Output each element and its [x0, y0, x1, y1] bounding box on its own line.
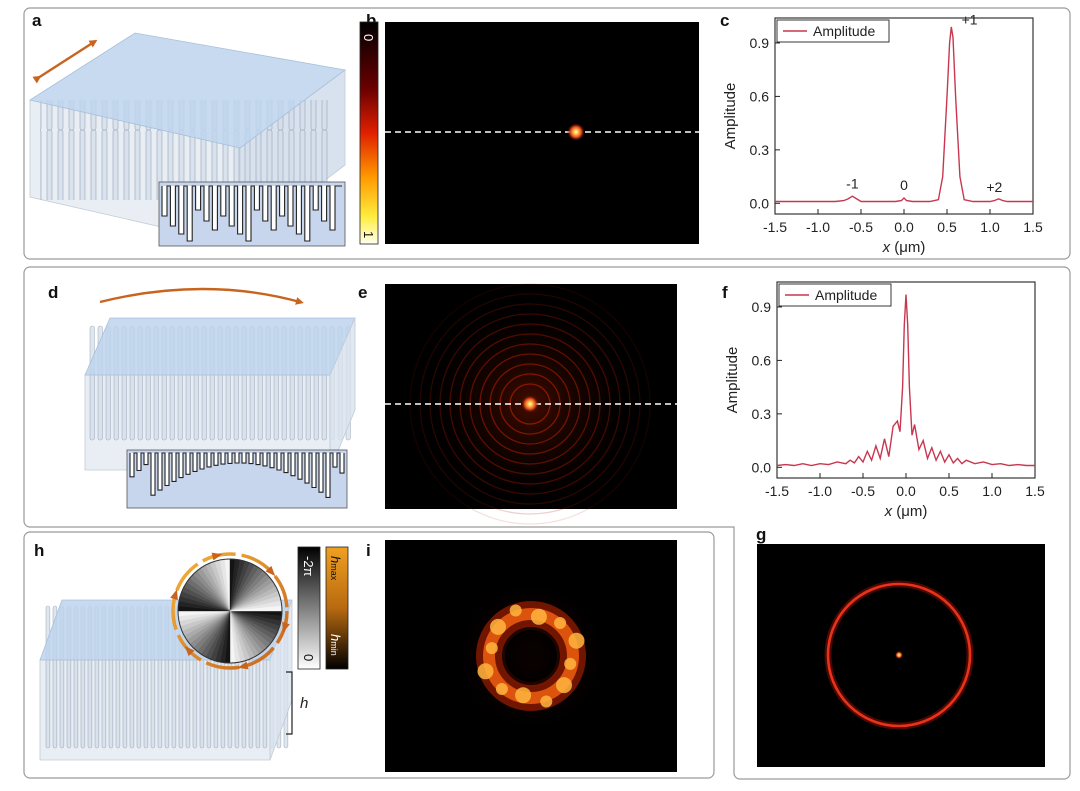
x-tick-label-f: 1.0 [982, 483, 1002, 499]
x-axis-var-c: x [882, 239, 891, 256]
height-label-bottom: h [328, 634, 343, 641]
svg-text:hmin: hmin [328, 634, 343, 656]
colorbar-heat [359, 21, 379, 245]
grating-profile-path [161, 185, 342, 242]
phase-arrow-icon [170, 589, 178, 601]
phase-arrow-icon [265, 565, 276, 576]
x-axis-label-c: x (μm) [882, 239, 926, 256]
phase-wheel [170, 552, 290, 670]
phase-arrow-icon [211, 552, 223, 561]
x-tick-label-c: 0.5 [937, 219, 957, 235]
x-tick-label-c: 1.0 [980, 219, 1000, 235]
center-spot-g [895, 651, 903, 659]
y-tick-label-c: 0.3 [750, 142, 770, 158]
panel-label-g: g [756, 525, 766, 544]
phase-label-bottom: 0 [301, 654, 316, 661]
panel-label-i: i [366, 541, 371, 560]
x-tick-label-f: -0.5 [851, 483, 875, 499]
y-axis-label-f: Amplitude [724, 347, 741, 414]
x-axis-var-f: x [884, 503, 893, 520]
y-tick-label-f: 0.6 [752, 352, 772, 368]
phase-arrow-icon [99, 287, 304, 305]
x-tick-label-f: 1.5 [1025, 483, 1045, 499]
focal-spot-e [521, 395, 539, 413]
panel-label-a: a [32, 11, 42, 30]
height-colorbar: hmax hmin [325, 546, 349, 670]
phase-colorbar: -2π 0 [297, 546, 321, 670]
colorbar-label-top: 0 [361, 34, 376, 41]
panel-label-f: f [722, 283, 728, 302]
height-label-top-sub: max [329, 563, 339, 581]
height-bracket [286, 671, 293, 735]
panel-label-c: c [720, 11, 729, 30]
height-symbol: h [300, 695, 308, 712]
y-tick-label-f: 0.0 [752, 459, 772, 475]
panel-label-d: d [48, 283, 58, 302]
y-axis-label-c: Amplitude [722, 83, 739, 150]
y-tick-label-c: 0.6 [750, 88, 770, 104]
x-axis-unit-c: (μm) [890, 239, 925, 256]
frame-row-top [23, 7, 1071, 260]
metasurface-lens-illustration [84, 287, 356, 509]
phase-arrow-icon [237, 661, 249, 670]
polarization-arrow-icon [32, 39, 98, 84]
panel-label-h: h [34, 541, 44, 560]
frame-row-bottom [23, 531, 715, 779]
x-tick-label-f: -1.5 [765, 483, 789, 499]
frame-row-middle [23, 266, 1071, 780]
legend-f: Amplitude [778, 283, 892, 307]
legend-label-f: Amplitude [815, 287, 877, 303]
x-tick-label-f: 0.0 [896, 483, 916, 499]
x-axis-label-f: x (μm) [884, 503, 928, 520]
panel-label-b: b [366, 11, 376, 30]
phase-label-top: -2π [301, 556, 316, 577]
metasurface-grating-illustration [28, 32, 346, 247]
heatmap-b [385, 22, 699, 244]
y-tick-label-c: 0.9 [750, 35, 770, 51]
peak-annotation-c: -1 [846, 175, 859, 191]
y-tick-label-f: 0.9 [752, 299, 772, 315]
y-tick-label-c: 0.0 [750, 195, 770, 211]
x-tick-label-c: 0.0 [894, 219, 914, 235]
height-label-top: h [328, 556, 343, 563]
x-tick-label-c: -1.5 [763, 219, 787, 235]
x-tick-label-c: -1.0 [806, 219, 830, 235]
x-tick-label-f: -1.0 [808, 483, 832, 499]
peak-annotation-c: +2 [986, 179, 1002, 195]
peak-annotation-c: +1 [962, 11, 978, 27]
panel-label-e: e [358, 283, 367, 302]
svg-text:hmax: hmax [328, 556, 343, 581]
vortex-beam-i [451, 576, 611, 736]
phase-arrow-icon [282, 621, 290, 633]
phase-ring-icon [171, 552, 289, 670]
peak-annotation-c: 0 [900, 177, 908, 193]
colorbar-label-bottom: 1 [361, 231, 376, 238]
panel-frames [23, 7, 1071, 780]
lens-profile-path [129, 452, 345, 498]
legend-label-c: Amplitude [813, 23, 875, 39]
chart-f: -1.5 -1.0 -0.5 0.0 0.5 1.0 1.5 0.0 0.3 0.6 0.9 x (μ… [724, 281, 1045, 520]
phase-arrow-icon [184, 646, 195, 657]
x-tick-label-c: 1.5 [1023, 219, 1043, 235]
x-tick-label-f: 0.5 [939, 483, 959, 499]
legend-c: Amplitude [776, 19, 890, 43]
plot-area-f [776, 281, 1036, 479]
ring-g [826, 582, 972, 728]
height-label-bottom-sub: min [329, 641, 339, 656]
x-axis-unit-f: (μm) [892, 503, 927, 520]
chart-c: -1.5 -1.0 -0.5 0.0 0.5 1.0 1.5 0.0 0.3 0.6 0.9 x (μ… [722, 11, 1043, 256]
focal-spot-b [567, 123, 585, 141]
x-tick-label-c: -0.5 [849, 219, 873, 235]
series-line-c [775, 26, 1033, 203]
series-line-f [777, 294, 1035, 467]
y-tick-label-f: 0.3 [752, 406, 772, 422]
